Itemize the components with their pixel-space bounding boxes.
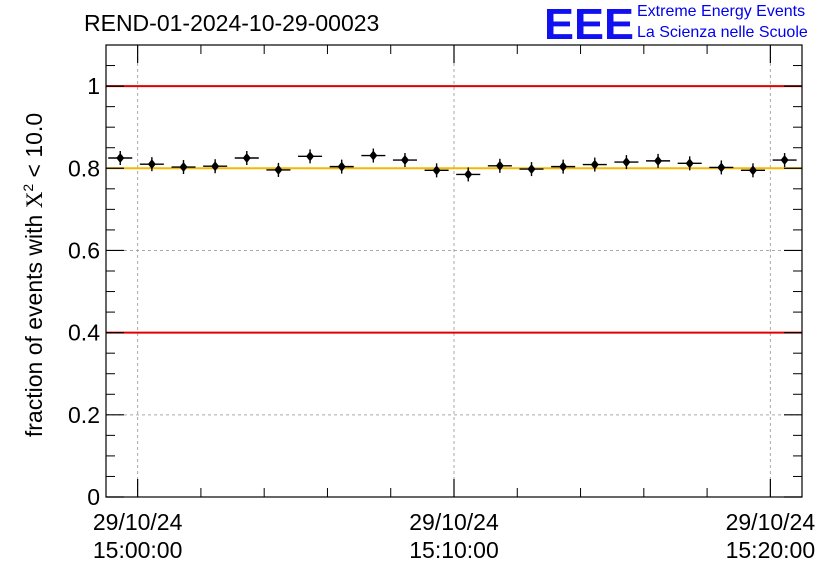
point-marker [432, 165, 441, 176]
data-point [582, 157, 607, 172]
data-point [772, 153, 797, 168]
y-axis-title-superscript: 2 [20, 184, 36, 192]
x-tick-time-label: 15:10:00 [409, 537, 499, 563]
axis-ticks [106, 45, 802, 498]
y-tick-label: 0 [87, 484, 100, 510]
data-point [203, 159, 228, 174]
data-point [677, 156, 702, 171]
x-tick-time-label: 15:20:00 [726, 537, 816, 563]
data-point [361, 148, 386, 163]
y-tick-label: 0.6 [68, 237, 100, 263]
point-marker [590, 159, 599, 170]
logo-line-2: La Scienza nelle Scuole [637, 24, 808, 41]
y-axis-title-suffix: < 10.0 [21, 113, 47, 184]
x-tick-date-label: 29/10/24 [726, 509, 816, 535]
point-marker [306, 151, 315, 162]
y-tick-labels: 0 0.2 0.4 0.6 0.8 1 [68, 73, 100, 510]
point-marker [400, 155, 409, 166]
run-title: REND-01-2024-10-29-00023 [84, 10, 380, 36]
point-marker [527, 164, 536, 175]
point-marker [685, 158, 694, 169]
point-marker [464, 169, 473, 180]
x-tick-date-label: 29/10/24 [93, 509, 183, 535]
x-tick-date-label: 29/10/24 [409, 509, 499, 535]
y-axis-title-prefix: fraction of events with [21, 208, 47, 437]
data-point [646, 153, 671, 168]
data-point [740, 163, 765, 178]
data-point [551, 159, 576, 174]
data-point [298, 149, 323, 164]
logo-text: EEE [544, 2, 634, 44]
data-point [392, 153, 417, 168]
data-point [234, 151, 259, 165]
data-point [171, 160, 196, 175]
data-point [456, 167, 481, 182]
reference-lines [106, 85, 802, 334]
eee-logo: EEE [544, 2, 634, 44]
point-marker [147, 159, 156, 170]
y-tick-label: 0.4 [68, 320, 100, 346]
logo-line-1: Extreme Energy Events [637, 3, 806, 20]
point-marker [748, 165, 757, 176]
point-marker [116, 153, 125, 163]
data-point [266, 162, 291, 177]
point-marker [717, 162, 726, 173]
data-point [519, 162, 544, 177]
data-point [329, 159, 354, 174]
data-point [108, 151, 133, 165]
point-marker [179, 162, 188, 173]
point-marker [559, 161, 568, 172]
y-tick-label: 0.8 [68, 155, 100, 181]
point-marker [337, 161, 346, 172]
x-tick-labels: 29/10/2415:00:0029/10/2415:10:0029/10/24… [93, 509, 815, 563]
point-marker [369, 150, 378, 161]
point-marker [495, 160, 504, 171]
x-tick-time-label: 15:00:00 [93, 537, 183, 563]
data-point [139, 157, 164, 172]
point-marker [780, 155, 789, 166]
y-axis-title: fraction of events with X2 < 10.0 [20, 113, 47, 437]
point-marker [274, 164, 283, 175]
data-point [424, 163, 449, 178]
data-points [108, 148, 797, 182]
point-marker [211, 161, 220, 172]
data-point [487, 158, 512, 173]
y-tick-label: 1 [87, 73, 100, 99]
data-point [614, 155, 639, 170]
data-point [709, 160, 734, 175]
y-tick-label: 0.2 [68, 402, 100, 428]
grid-lines [106, 45, 802, 497]
y-axis-title-symbol: X [22, 191, 47, 208]
point-marker [654, 155, 663, 166]
point-marker [622, 157, 631, 168]
point-marker [242, 153, 251, 163]
